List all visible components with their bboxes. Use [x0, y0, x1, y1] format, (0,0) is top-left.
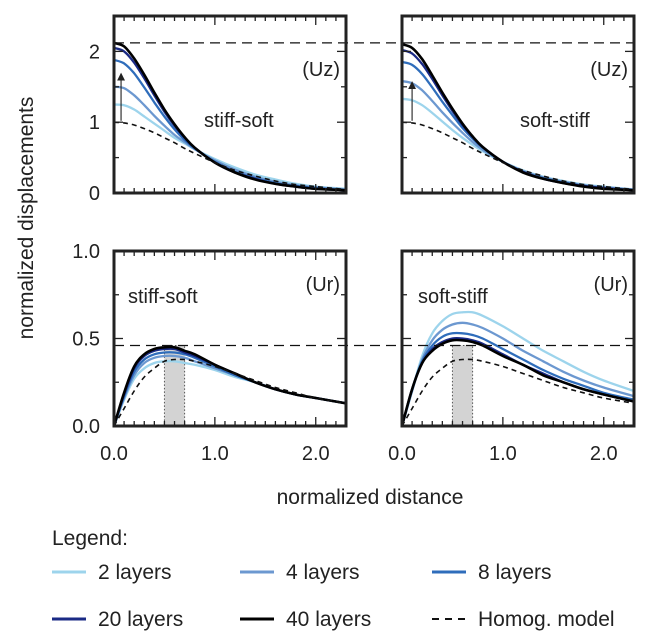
series-40-layers	[402, 43, 634, 192]
legend-item: 40 layers	[240, 608, 371, 631]
y-tick-label: 1	[89, 112, 100, 134]
series-8-layers	[402, 331, 634, 426]
series-2-layers	[402, 97, 634, 191]
curves	[114, 41, 346, 192]
series-2-layers	[402, 310, 634, 426]
legend-label: Homog. model	[478, 608, 615, 631]
series-8-layers	[114, 351, 346, 426]
curves	[114, 345, 346, 426]
panels: 0 1 2 (Uz) stiff-soft (Uz) soft-stiff 0.0 0.5 1.0…	[72, 14, 636, 465]
legend-title: Legend:	[52, 527, 128, 550]
y-tick-label: 0.0	[72, 416, 100, 438]
x-tick-label: 2.0	[590, 443, 618, 465]
shaded-band	[163, 345, 186, 427]
panel-label: (Ur)	[306, 274, 340, 296]
series-40-layers	[402, 338, 634, 426]
legend-label: 4 layers	[286, 561, 360, 584]
series-40-layers	[114, 345, 346, 426]
series-4-layers	[114, 85, 346, 191]
series-homog-model	[402, 358, 634, 426]
legend-item: Homog. model	[432, 608, 615, 631]
y-tick-label: 2	[89, 41, 100, 63]
series-4-layers	[402, 79, 634, 191]
panel-2: (Uz) soft-stiff	[400, 14, 636, 195]
panel-frame	[112, 14, 348, 195]
panel-label: (Ur)	[594, 274, 628, 296]
x-tick-label: 1.0	[201, 443, 229, 465]
x-axis-label: normalized distance	[277, 486, 464, 509]
series-40-layers	[114, 41, 346, 192]
x-tick-label: 1.0	[489, 443, 517, 465]
legend-item: 4 layers	[240, 561, 360, 584]
series-homog-model	[114, 121, 346, 191]
curves	[402, 310, 634, 426]
y-tick-label: 0	[89, 183, 100, 205]
legend-label: 8 layers	[478, 561, 552, 584]
panel-annotation: stiff-soft	[204, 110, 274, 132]
series-20-layers	[402, 337, 634, 426]
legend-item: 8 layers	[432, 561, 552, 584]
legend-label: 20 layers	[98, 608, 183, 631]
x-tick-label: 2.0	[302, 443, 330, 465]
panel-label: (Uz)	[590, 59, 628, 81]
panel-annotation: stiff-soft	[128, 286, 198, 308]
panel-4: 0.0 1.0 2.0 (Ur) soft-stiff	[388, 249, 636, 465]
panel-frame	[400, 14, 636, 195]
panel-1: 0 1 2 (Uz) stiff-soft	[89, 14, 402, 205]
legend-item: 2 layers	[52, 561, 172, 584]
legend-label: 40 layers	[286, 608, 371, 631]
panel-annotation: soft-stiff	[520, 110, 590, 132]
panel-annotation: soft-stiff	[418, 286, 488, 308]
series-4-layers	[402, 321, 634, 426]
legend-label: 2 layers	[98, 561, 172, 584]
y-tick-label: 1.0	[72, 241, 100, 263]
series-homog-model	[114, 358, 346, 426]
legend-item: 20 layers	[52, 608, 183, 631]
panel-label: (Uz)	[302, 59, 340, 81]
x-tick-label: 0.0	[100, 443, 128, 465]
y-axis-label: normalized displacements	[15, 97, 38, 340]
y-tick-label: 0.5	[72, 329, 100, 351]
panel-3: 0.0 0.5 1.0 0.0 1.0 2.0 (Ur) stiff-soft	[72, 241, 402, 465]
x-tick-label: 0.0	[388, 443, 416, 465]
series-homog-model	[402, 121, 634, 191]
legend: 2 layers 4 layers 8 layers 20 layers 40 laye…	[52, 561, 615, 631]
curves	[402, 43, 634, 192]
shaded-band	[451, 345, 474, 427]
